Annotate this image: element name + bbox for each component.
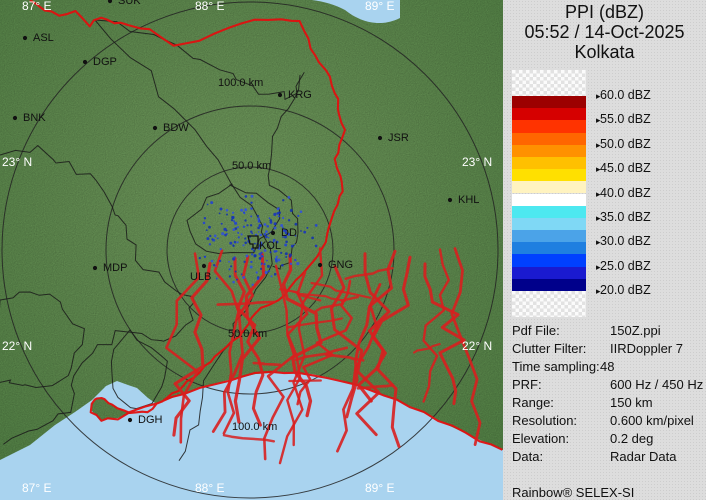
svg-text:100.0 km: 100.0 km — [218, 77, 263, 89]
svg-text:50.0 km: 50.0 km — [232, 160, 271, 172]
svg-text:23° N: 23° N — [2, 155, 32, 169]
svg-text:87° E: 87° E — [22, 0, 51, 13]
svg-text:DD: DD — [281, 227, 297, 239]
svg-text:GNG: GNG — [328, 259, 353, 271]
svg-text:KHL: KHL — [458, 194, 479, 206]
svg-text:DGP: DGP — [93, 56, 117, 68]
svg-text:KRG: KRG — [288, 89, 312, 101]
svg-text:MDP: MDP — [103, 262, 127, 274]
svg-text:BNK: BNK — [23, 112, 46, 124]
svg-text:23° N: 23° N — [462, 155, 492, 169]
svg-text:87° E: 87° E — [22, 481, 51, 495]
svg-text:KOL: KOL — [259, 240, 281, 252]
svg-text:JSR: JSR — [388, 132, 409, 144]
svg-text:89° E: 89° E — [365, 0, 394, 13]
svg-text:88° E: 88° E — [195, 0, 224, 13]
svg-text:DGH: DGH — [138, 414, 163, 426]
svg-text:BDW: BDW — [163, 122, 189, 134]
svg-text:89° E: 89° E — [365, 481, 394, 495]
svg-text:50.0 km: 50.0 km — [228, 328, 267, 340]
svg-text:22° N: 22° N — [462, 339, 492, 353]
svg-text:SUK: SUK — [118, 0, 141, 7]
svg-text:ULB: ULB — [190, 271, 211, 283]
svg-text:100.0 km: 100.0 km — [232, 421, 277, 433]
svg-text:ASL: ASL — [33, 32, 54, 44]
svg-text:88° E: 88° E — [195, 481, 224, 495]
svg-text:22° N: 22° N — [2, 339, 32, 353]
